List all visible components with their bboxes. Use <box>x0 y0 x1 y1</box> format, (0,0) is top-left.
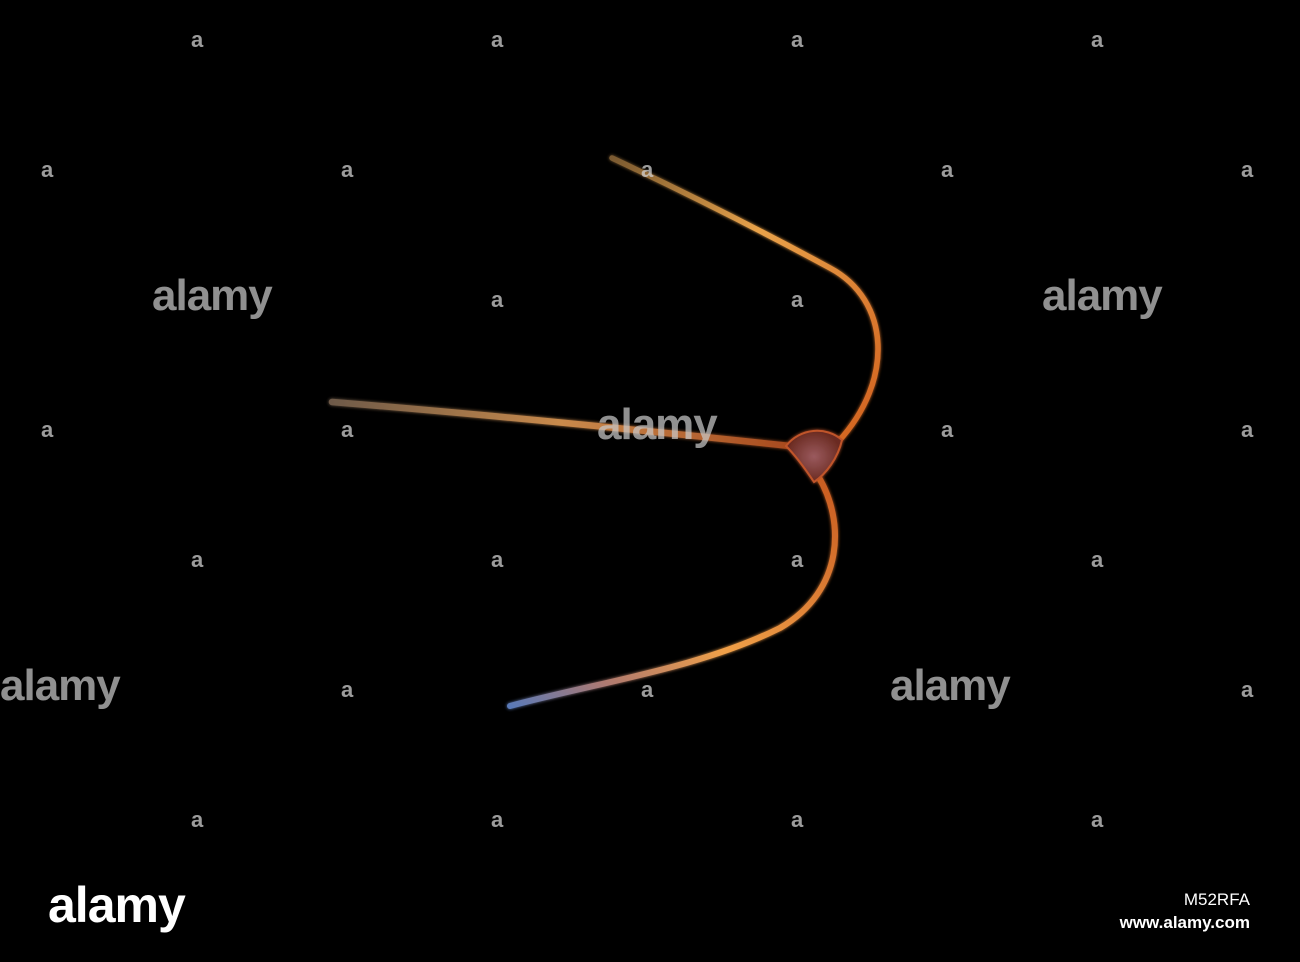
spicule-lower-arm <box>507 473 839 709</box>
watermark-mark: a <box>341 157 354 182</box>
watermark-mark: a <box>1091 807 1104 832</box>
spicule-upper-arm <box>609 155 881 445</box>
watermark-mark: a <box>191 547 204 572</box>
watermark-mark: a <box>491 287 504 312</box>
watermark-mark: a <box>491 27 504 52</box>
watermark-text: alamy <box>890 661 1011 710</box>
watermark-mark: a <box>491 807 504 832</box>
watermark-mark: a <box>1091 547 1104 572</box>
watermark-text: alamy <box>152 271 273 320</box>
watermark-mark: a <box>1241 157 1254 182</box>
watermark-mark: a <box>341 417 354 442</box>
watermark-mark: a <box>191 807 204 832</box>
watermark-mark: a <box>791 547 804 572</box>
brand-logo: alamy <box>48 877 186 933</box>
watermark-mark: a <box>41 157 54 182</box>
watermark-text: alamy <box>0 661 121 710</box>
watermark-text: alamy <box>1042 271 1163 320</box>
watermark-mark: a <box>791 287 804 312</box>
watermark-mark: a <box>191 27 204 52</box>
watermark-mark: a <box>341 677 354 702</box>
spicule-hub <box>784 429 844 484</box>
watermark-mark: a <box>1091 27 1104 52</box>
image-id-label: M52RFA <box>1183 890 1250 909</box>
watermark-mark: a <box>791 27 804 52</box>
watermark-mark: a <box>41 417 54 442</box>
watermark-mark: a <box>641 157 654 182</box>
watermark-text: alamy <box>597 400 718 449</box>
spicule-left-arm <box>328 398 794 450</box>
watermark-mark: a <box>941 417 954 442</box>
watermark-mark: a <box>791 807 804 832</box>
watermark-mark: a <box>941 157 954 182</box>
watermark-mark: a <box>641 677 654 702</box>
watermark-mark: a <box>491 547 504 572</box>
site-url-label: www.alamy.com <box>1119 913 1250 932</box>
watermark-mark: a <box>1241 677 1254 702</box>
watermark-mark: a <box>1241 417 1254 442</box>
